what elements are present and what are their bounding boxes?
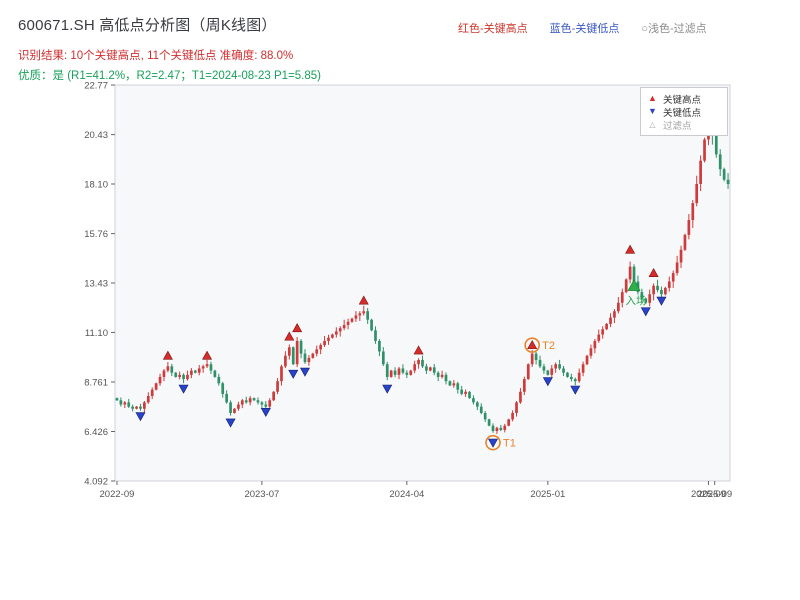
svg-text:8.761: 8.761 (84, 378, 108, 389)
svg-text:2025-09: 2025-09 (691, 489, 726, 500)
legend-item-key-high: ▲ 关键高点 (647, 92, 721, 106)
legend-label: 过滤点 (663, 120, 692, 132)
svg-text:13.43: 13.43 (84, 279, 108, 290)
key-low-markers (135, 296, 667, 448)
key-high-markers (162, 244, 659, 360)
down-triangle-icon: ▼ (648, 106, 657, 116)
top-legend-key-high: 红色-关键高点 (458, 23, 528, 35)
recognition-result-text: 识别结果: 10个关键高点, 11个关键低点 准确度: 88.0% (18, 50, 294, 62)
svg-text:入场: 入场 (626, 294, 647, 307)
quality-result-text: 优质：是 (R1=41.2%，R2=2.47；T1=2024-08-23 P1=… (18, 70, 321, 82)
y-axis: 22.77 20.43 18.10 15.76 13.43 11.10 8.761 6.426… (84, 81, 115, 488)
svg-text:18.10: 18.10 (84, 180, 108, 191)
annotations-group: T1 T2 (485, 337, 555, 451)
svg-text:T1: T1 (503, 438, 516, 450)
hollow-triangle-icon: △ (649, 120, 656, 129)
entry-marker: 入场 (626, 279, 647, 307)
svg-text:2023-07: 2023-07 (244, 489, 279, 500)
svg-text:4.092: 4.092 (84, 477, 108, 488)
svg-text:22.77: 22.77 (84, 81, 108, 92)
svg-text:T2: T2 (542, 340, 555, 352)
svg-text:6.426: 6.426 (84, 427, 108, 438)
svg-text:20.43: 20.43 (84, 130, 108, 141)
top-legend: 红色-关键高点 蓝色-关键低点 ○浅色-过滤点 (458, 20, 707, 36)
legend-label: 关键高点 (663, 94, 702, 106)
page-title: 600671.SH 高低点分析图（周K线图） (18, 17, 277, 34)
legend-item-key-low: ▼ 关键低点 (647, 105, 721, 119)
svg-text:2024-04: 2024-04 (389, 489, 424, 500)
legend-label: 关键低点 (663, 107, 702, 119)
candles-group (115, 117, 730, 435)
top-legend-filtered: ○浅色-过滤点 (641, 23, 707, 35)
top-legend-key-low: 蓝色-关键低点 (549, 23, 620, 35)
kline-chart: 22.77 20.43 18.10 15.76 13.43 11.10 8.761 6.426… (84, 81, 732, 501)
svg-text:2025-01: 2025-01 (530, 489, 565, 500)
svg-text:2025-09: 2025-09 (697, 489, 732, 500)
svg-text:15.76: 15.76 (84, 229, 108, 240)
chart-legend: ▲ 关键高点 ▼ 关键低点 △ 过滤点 (640, 87, 728, 136)
svg-text:2022-09: 2022-09 (100, 489, 135, 500)
up-triangle-icon: ▲ (648, 93, 657, 103)
svg-text:11.10: 11.10 (85, 328, 108, 339)
x-axis: 2022-09 2023-07 2024-04 2025-01 2025-092025-… (100, 481, 732, 500)
legend-item-filtered: △ 过滤点 (647, 118, 721, 132)
